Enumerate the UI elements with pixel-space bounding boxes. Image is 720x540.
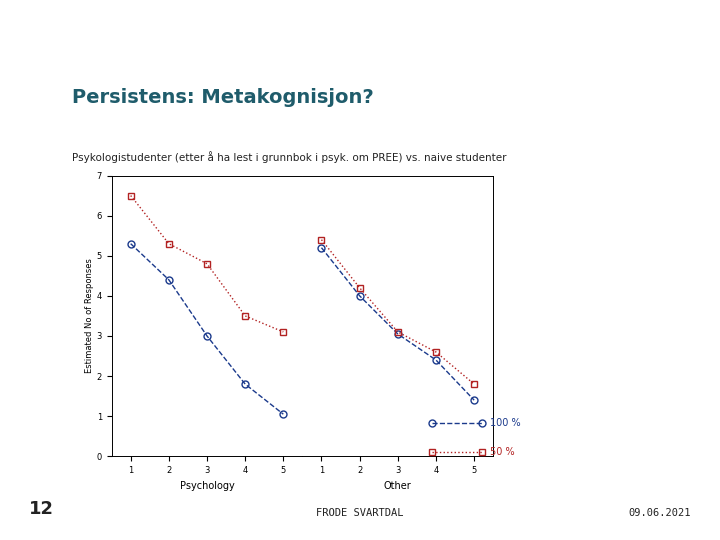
Text: 100 %: 100 % bbox=[490, 418, 521, 428]
Text: 50 %: 50 % bbox=[490, 447, 514, 457]
Text: 12: 12 bbox=[29, 501, 54, 518]
Y-axis label: Estimated No of Responses: Estimated No of Responses bbox=[85, 259, 94, 373]
Text: 09.06.2021: 09.06.2021 bbox=[629, 508, 691, 518]
Text: FRODE SVARTDAL: FRODE SVARTDAL bbox=[316, 508, 404, 518]
Text: Psykologistudenter (etter å ha lest i grunnbok i psyk. om PREE) vs. naive studen: Psykologistudenter (etter å ha lest i gr… bbox=[72, 151, 506, 163]
Text: Persistens: Metakognisjon?: Persistens: Metakognisjon? bbox=[72, 87, 374, 107]
X-axis label: Other: Other bbox=[384, 481, 412, 490]
X-axis label: Psychology: Psychology bbox=[179, 481, 235, 490]
